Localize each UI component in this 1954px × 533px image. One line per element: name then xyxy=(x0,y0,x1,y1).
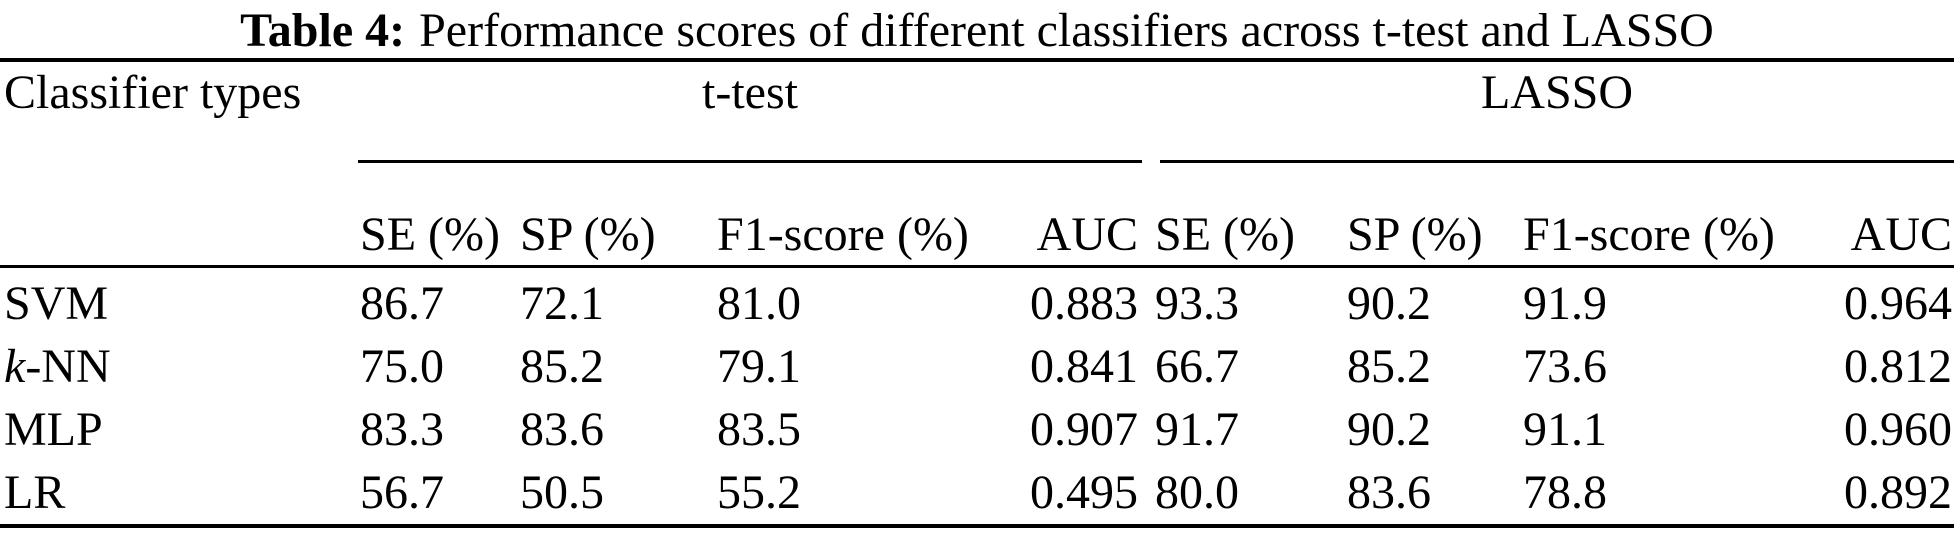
classifier-name-cell: LR xyxy=(4,464,65,522)
table-value-cell: 78.8 xyxy=(1523,466,1607,519)
classifier-name-part: SVM xyxy=(4,277,109,330)
bottom-rule xyxy=(0,524,1954,528)
table-value-cell: 0.495 xyxy=(1030,466,1138,519)
table-value-cell: 93.3 xyxy=(1155,277,1239,330)
table-caption-text: Performance scores of different classifi… xyxy=(419,4,1714,57)
classifier-name-part: k xyxy=(4,340,26,393)
table-value-cell: 83.3 xyxy=(360,403,444,456)
col-header-lasso-se: SE (%) xyxy=(1155,208,1295,261)
table-value-cell: 72.1 xyxy=(520,277,604,330)
table-value-cell: 0.960 xyxy=(1844,403,1952,456)
table-value-cell: 90.2 xyxy=(1347,277,1431,330)
col-header-lasso-f1: F1-score (%) xyxy=(1523,208,1775,261)
table-value-cell: 80.0 xyxy=(1155,466,1239,519)
lasso-spanner-rule xyxy=(1160,160,1954,163)
table-value-cell: 0.892 xyxy=(1844,466,1952,519)
col-header-ttest-se: SE (%) xyxy=(360,208,500,261)
col-header-ttest-f1: F1-score (%) xyxy=(717,208,969,261)
table-value-cell: 73.6 xyxy=(1523,340,1607,393)
table-value-cell: 83.5 xyxy=(717,403,801,456)
table-value-cell: 81.0 xyxy=(717,277,801,330)
table-value-cell: 56.7 xyxy=(360,466,444,519)
col-header-ttest-sp: SP (%) xyxy=(520,208,656,261)
table-value-cell: 91.9 xyxy=(1523,277,1607,330)
header-body-rule xyxy=(0,265,1954,268)
table-value-cell: 83.6 xyxy=(1347,466,1431,519)
top-rule xyxy=(0,58,1954,62)
table-value-cell: 85.2 xyxy=(1347,340,1431,393)
table-value-cell: 0.841 xyxy=(1030,340,1138,393)
table-value-cell: 55.2 xyxy=(717,466,801,519)
table-caption: Table 4: Performance scores of different … xyxy=(0,2,1954,60)
table-value-cell: 75.0 xyxy=(360,340,444,393)
classifier-name-part: MLP xyxy=(4,403,103,456)
col-header-lasso-sp: SP (%) xyxy=(1347,208,1483,261)
table-value-cell: 66.7 xyxy=(1155,340,1239,393)
col-header-ttest-auc: AUC xyxy=(1036,208,1138,261)
classifier-name-cell: SVM xyxy=(4,275,108,333)
classifier-name-part: -NN xyxy=(25,340,111,393)
table-value-cell: 83.6 xyxy=(520,403,604,456)
table-value-cell: 0.964 xyxy=(1844,277,1952,330)
col-header-lasso-auc: AUC xyxy=(1850,208,1952,261)
table-value-cell: 91.1 xyxy=(1523,403,1607,456)
table-value-cell: 86.7 xyxy=(360,277,444,330)
classifier-name-part: LR xyxy=(4,466,66,519)
table-value-cell: 91.7 xyxy=(1155,403,1239,456)
group-header-lasso: LASSO xyxy=(1480,66,1634,119)
table-value-cell: 79.1 xyxy=(717,340,801,393)
row-header-classifier-types: Classifier types xyxy=(4,66,302,119)
table-value-cell: 0.883 xyxy=(1030,277,1138,330)
table-value-cell: 0.812 xyxy=(1844,340,1952,393)
group-header-t-test: t-test xyxy=(702,66,798,119)
table-value-cell: 50.5 xyxy=(520,466,604,519)
table-value-cell: 85.2 xyxy=(520,340,604,393)
classifier-name-cell: MLP xyxy=(4,401,103,459)
table-caption-label: Table 4: xyxy=(240,4,406,57)
table-value-cell: 90.2 xyxy=(1347,403,1431,456)
t-test-spanner-rule xyxy=(358,160,1142,163)
table-value-cell: 0.907 xyxy=(1030,403,1138,456)
classifier-name-cell: k-NN xyxy=(4,338,111,396)
